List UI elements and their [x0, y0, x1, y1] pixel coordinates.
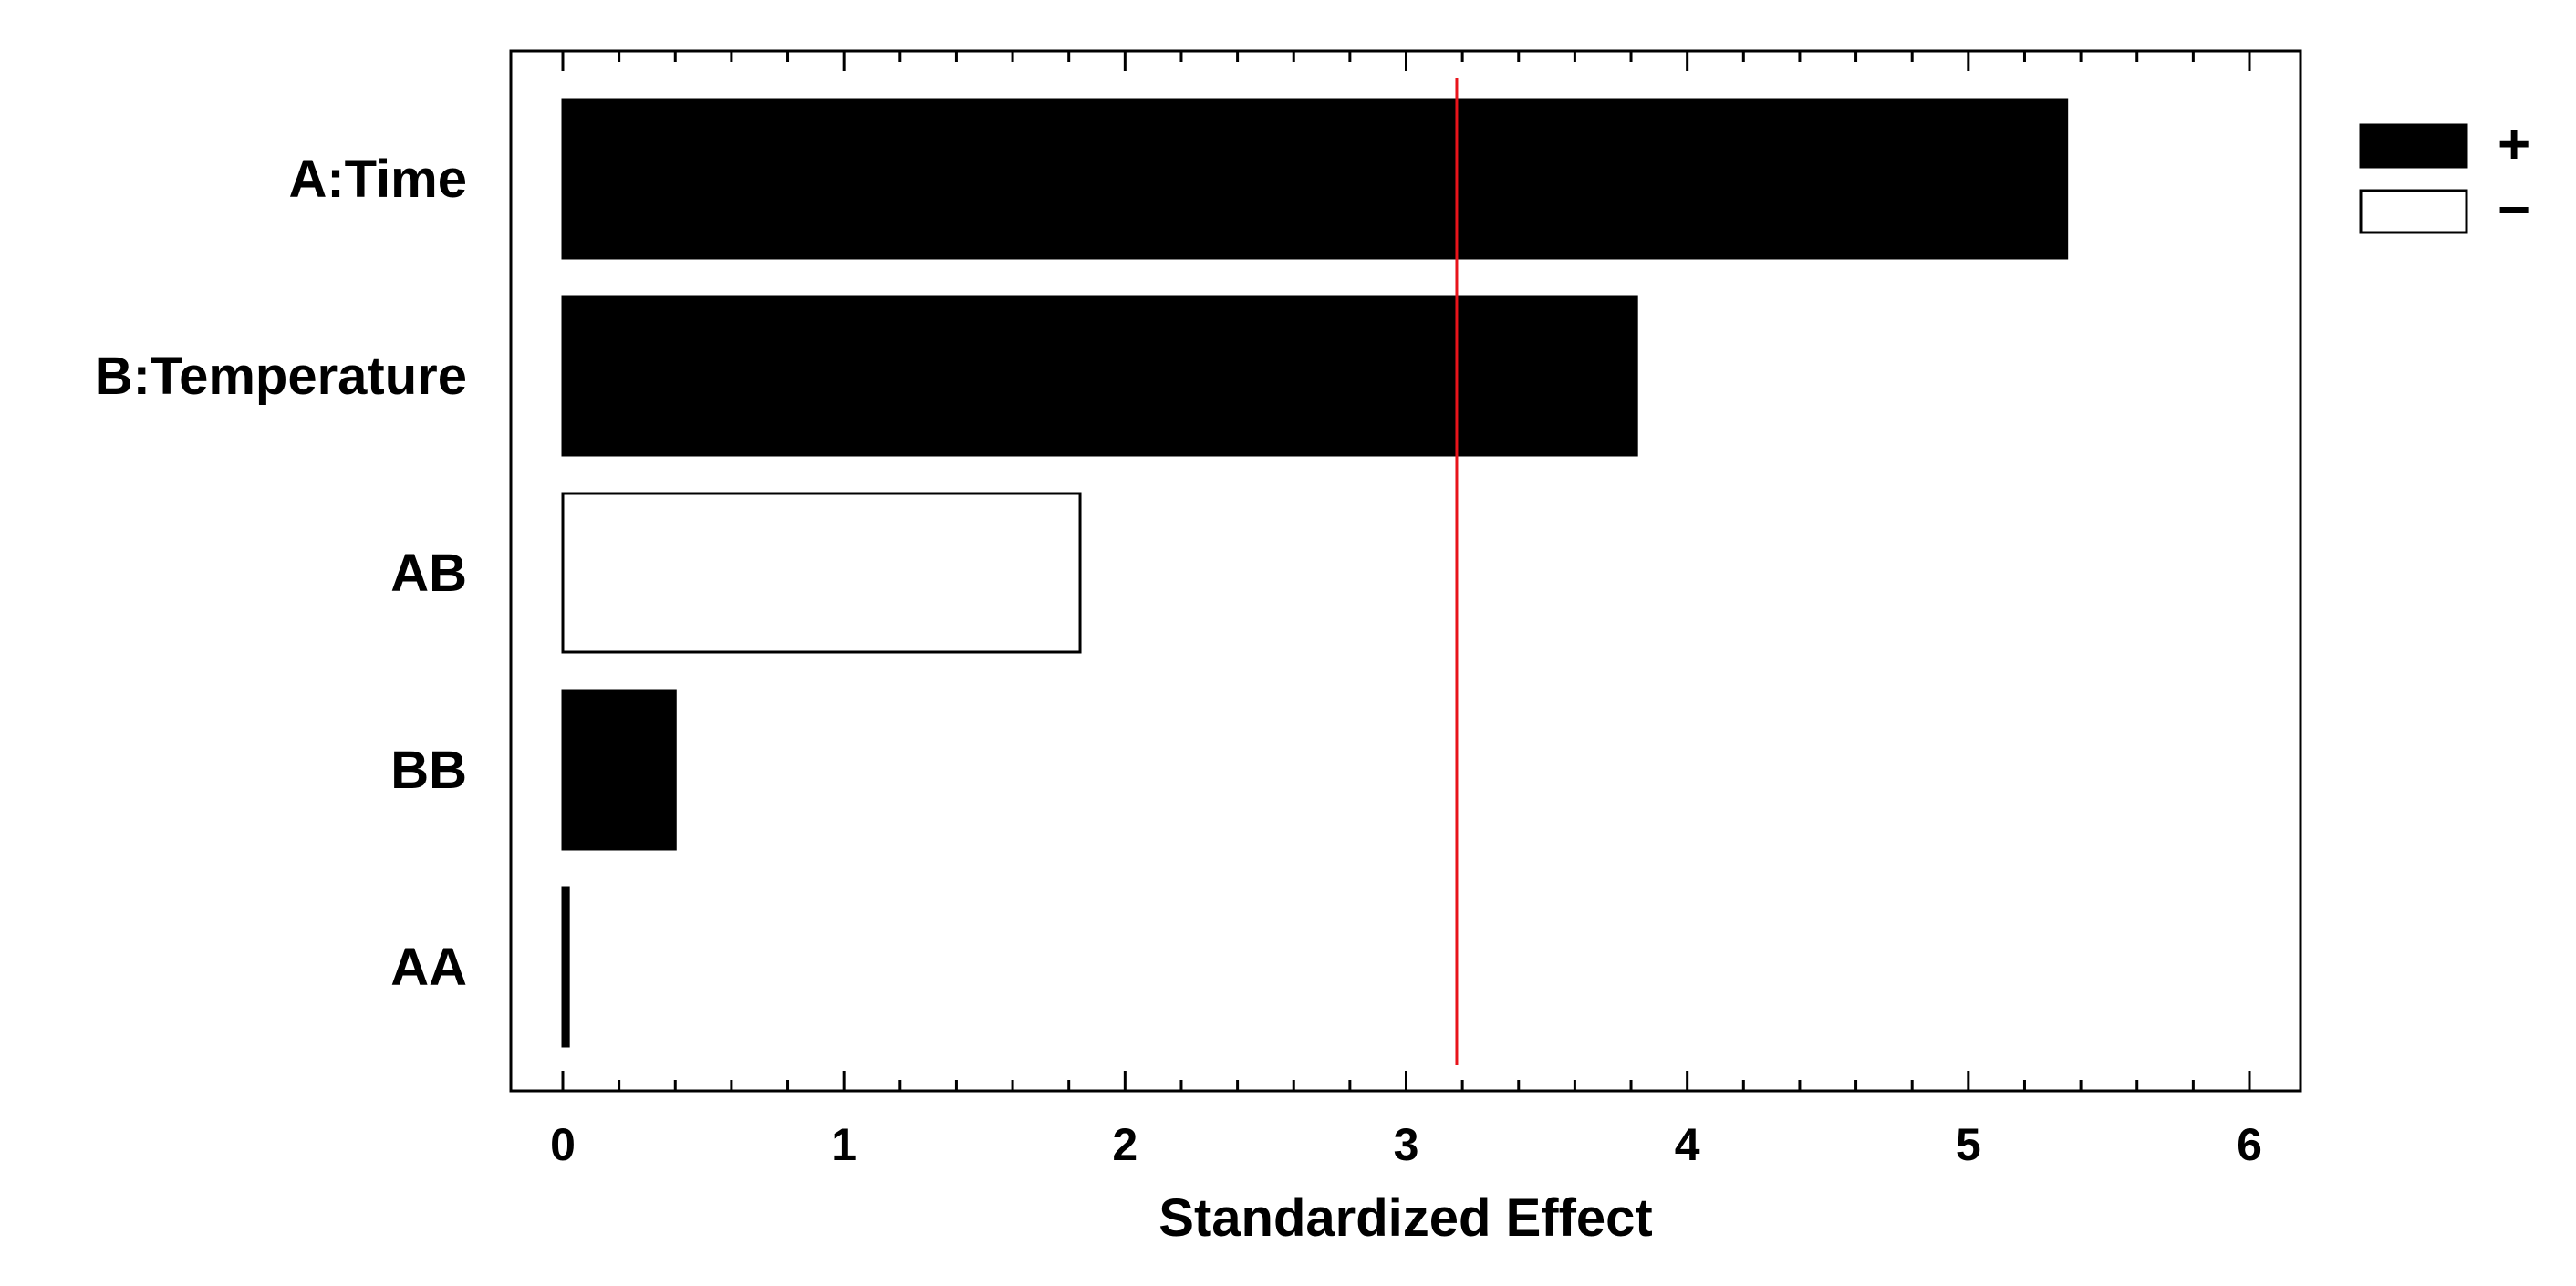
x-axis-title: Standardized Effect	[1158, 1188, 1652, 1248]
x-tick-label: 1	[831, 1119, 857, 1170]
x-tick-label: 4	[1675, 1119, 1700, 1170]
x-tick-label: 3	[1394, 1119, 1419, 1170]
category-label: A:Time	[288, 150, 467, 209]
x-tick-label: 2	[1112, 1119, 1137, 1170]
x-tick-label: 6	[2237, 1119, 2262, 1170]
category-label: BB	[390, 741, 467, 800]
bars-layer	[561, 98, 2069, 1048]
x-tick-label: 5	[1956, 1119, 1981, 1170]
legend: +−	[2359, 113, 2530, 242]
category-label: AB	[390, 544, 467, 603]
x-tick-label: 0	[550, 1119, 576, 1170]
category-labels: A:Time B:Temperature AB BB AA	[95, 150, 467, 997]
legend-swatch	[2359, 123, 2468, 169]
legend-label: +	[2498, 113, 2530, 176]
bar	[561, 492, 1082, 654]
category-label: B:Temperature	[95, 347, 467, 406]
ticks-layer: 0 1 2 3 4 5 6	[550, 51, 2262, 1170]
bar	[561, 689, 677, 851]
category-label: AA	[390, 938, 467, 997]
bar	[561, 295, 1638, 457]
legend-label: −	[2498, 179, 2530, 242]
bar	[561, 886, 570, 1048]
legend-swatch	[2359, 189, 2468, 234]
bar	[561, 98, 2069, 260]
